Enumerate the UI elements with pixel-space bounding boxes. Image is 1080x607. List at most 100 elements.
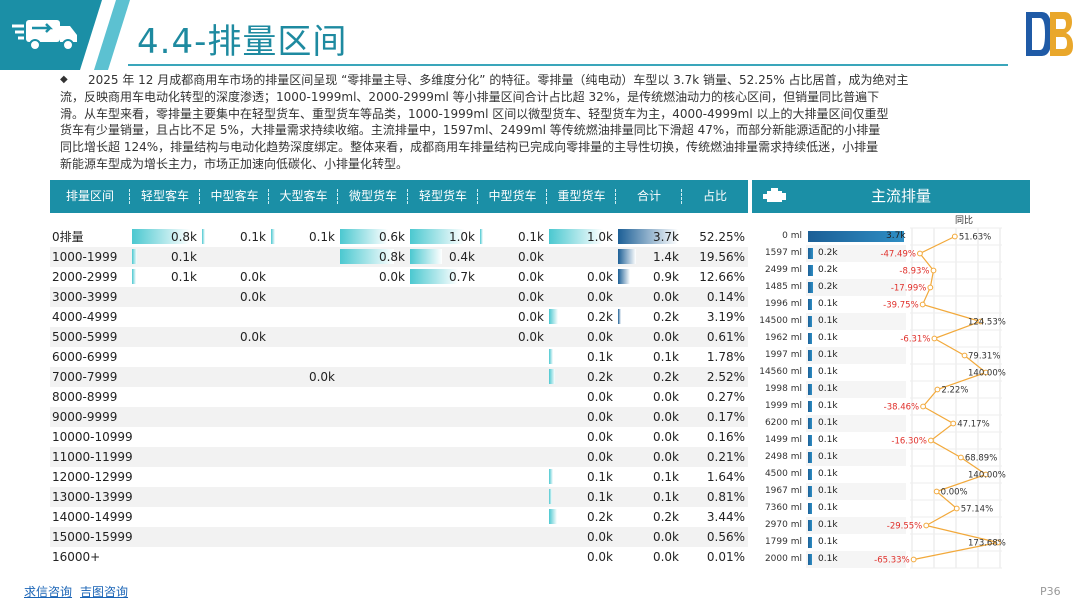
cell-value: 0.0k [378, 270, 405, 284]
yoy-point [957, 454, 964, 461]
footer-link-jitu[interactable]: 吉图咨询 [80, 585, 129, 599]
table-cell [130, 507, 200, 527]
mainstream-label: 1998 ml [764, 384, 802, 394]
column-header: 重型货车 [547, 180, 616, 213]
brand-logo-icon [1026, 12, 1073, 56]
mainstream-label: 1499 ml [764, 435, 802, 445]
mainstream-value: 0.1k [818, 367, 838, 377]
cell-value: 0.0k [586, 410, 613, 424]
mainstream-row [806, 483, 906, 500]
table-cell [130, 367, 200, 387]
table-cell-pct: 52.25% [682, 227, 748, 247]
table-row: 12000-12999 0.1k 0.1k 1.64% [50, 467, 748, 487]
pct-value: 12.66% [699, 270, 745, 284]
pct-value: 0.16% [706, 430, 745, 444]
table-cell: 0.4k [408, 247, 478, 267]
column-header: 中型客车 [200, 180, 269, 213]
yoy-value: -16.30% [891, 437, 926, 447]
table-cell [269, 527, 338, 547]
table-cell [408, 327, 478, 347]
table-row: 7000-7999 0.0k 0.2k 0.2k 2.52% [50, 367, 748, 387]
table-cell [269, 287, 338, 307]
table-cell [269, 507, 338, 527]
cell-value: 0.0k [239, 290, 266, 304]
row-label: 9000-9999 [52, 410, 118, 424]
cell-bar [480, 229, 483, 244]
table-cell [269, 307, 338, 327]
table-cell [269, 447, 338, 467]
table-cell: 0.8k [338, 247, 408, 267]
table-cell [338, 327, 408, 347]
cell-value: 0.0k [239, 270, 266, 284]
table-cell [338, 347, 408, 367]
table-cell: 0.0k [478, 267, 547, 287]
cell-value: 0.0k [652, 430, 679, 444]
page-title: 4.4-排量区间 [137, 22, 348, 62]
summary-line: 滑。从车型来看，零排量主要集中在轻型货车、重型货车等品类，1000-1999ml… [60, 106, 889, 121]
table-cell [547, 247, 616, 267]
table-cell [269, 267, 338, 287]
cell-value: 1.0k [586, 230, 613, 244]
table-cell: 0.0k [547, 267, 616, 287]
mainstream-value: 0.1k [818, 333, 838, 343]
cell-value: 0.0k [517, 290, 544, 304]
cell-bar [549, 229, 603, 244]
table-cell: 0.2k [547, 367, 616, 387]
table-cell: 3.7k [616, 227, 682, 247]
table-cell [478, 427, 547, 447]
mainstream-value: 0.1k [818, 350, 838, 360]
table-cell-pct: 0.56% [682, 527, 748, 547]
cell-value: 0.0k [586, 390, 613, 404]
cell-value: 0.1k [586, 350, 613, 364]
cell-value: 0.0k [308, 370, 335, 384]
cell-value: 0.1k [170, 270, 197, 284]
row-label: 8000-8999 [52, 390, 118, 404]
table-cell: 0.2k [547, 507, 616, 527]
mainstream-row [806, 398, 906, 415]
yoy-point [910, 556, 917, 563]
mainstream-row [806, 313, 906, 330]
cell-value: 0.8k [170, 230, 197, 244]
table-cell-pct: 1.64% [682, 467, 748, 487]
table-cell [269, 547, 338, 567]
pct-value: 52.25% [699, 230, 745, 244]
cell-bar [618, 269, 630, 284]
table-cell: 0.0k [200, 287, 269, 307]
table-cell [338, 527, 408, 547]
table-cell [269, 247, 338, 267]
cell-value: 0.0k [652, 290, 679, 304]
mainstream-bar [808, 248, 814, 259]
table-cell: 0.0k [200, 327, 269, 347]
cell-value: 3.7k [652, 230, 679, 244]
mainstream-label: 1967 ml [764, 486, 802, 496]
table-cell: 0.0k [478, 307, 547, 327]
cell-bar [132, 249, 138, 264]
table-cell [269, 407, 338, 427]
table-row: 0排量 0.8k 0.1k 0.1k 0.6k 1.0k 0.1k 1.0k 3.7k 52.25… [50, 227, 748, 247]
mainstream-row [806, 296, 906, 313]
mainstream-bar [808, 299, 812, 310]
table-cell [408, 547, 478, 567]
yoy-value: -17.99% [891, 284, 926, 294]
table-cell: 0.1k [547, 347, 616, 367]
yoy-point [920, 403, 927, 410]
table-cell [269, 327, 338, 347]
mainstream-label: 2000 ml [764, 554, 802, 564]
footer-link-qiuxin[interactable]: 求信咨询 [24, 585, 73, 599]
table-cell [269, 487, 338, 507]
table-cell [269, 467, 338, 487]
mainstream-row [806, 466, 906, 483]
table-row: 11000-11999 0.0k 0.0k 0.21% [50, 447, 748, 467]
yoy-value: 47.17% [957, 420, 989, 430]
table-cell: 0.0k [616, 407, 682, 427]
cell-value: 0.1k [170, 250, 197, 264]
yoy-value: -6.31% [900, 335, 930, 345]
row-label: 10000-10999 [52, 430, 133, 444]
cell-bar [549, 309, 559, 324]
mainstream-row [806, 432, 906, 449]
row-label: 11000-11999 [52, 450, 133, 464]
mainstream-title: 主流排量 [870, 187, 931, 205]
mainstream-row [806, 262, 906, 279]
cell-bar [340, 249, 395, 264]
table-cell [408, 487, 478, 507]
